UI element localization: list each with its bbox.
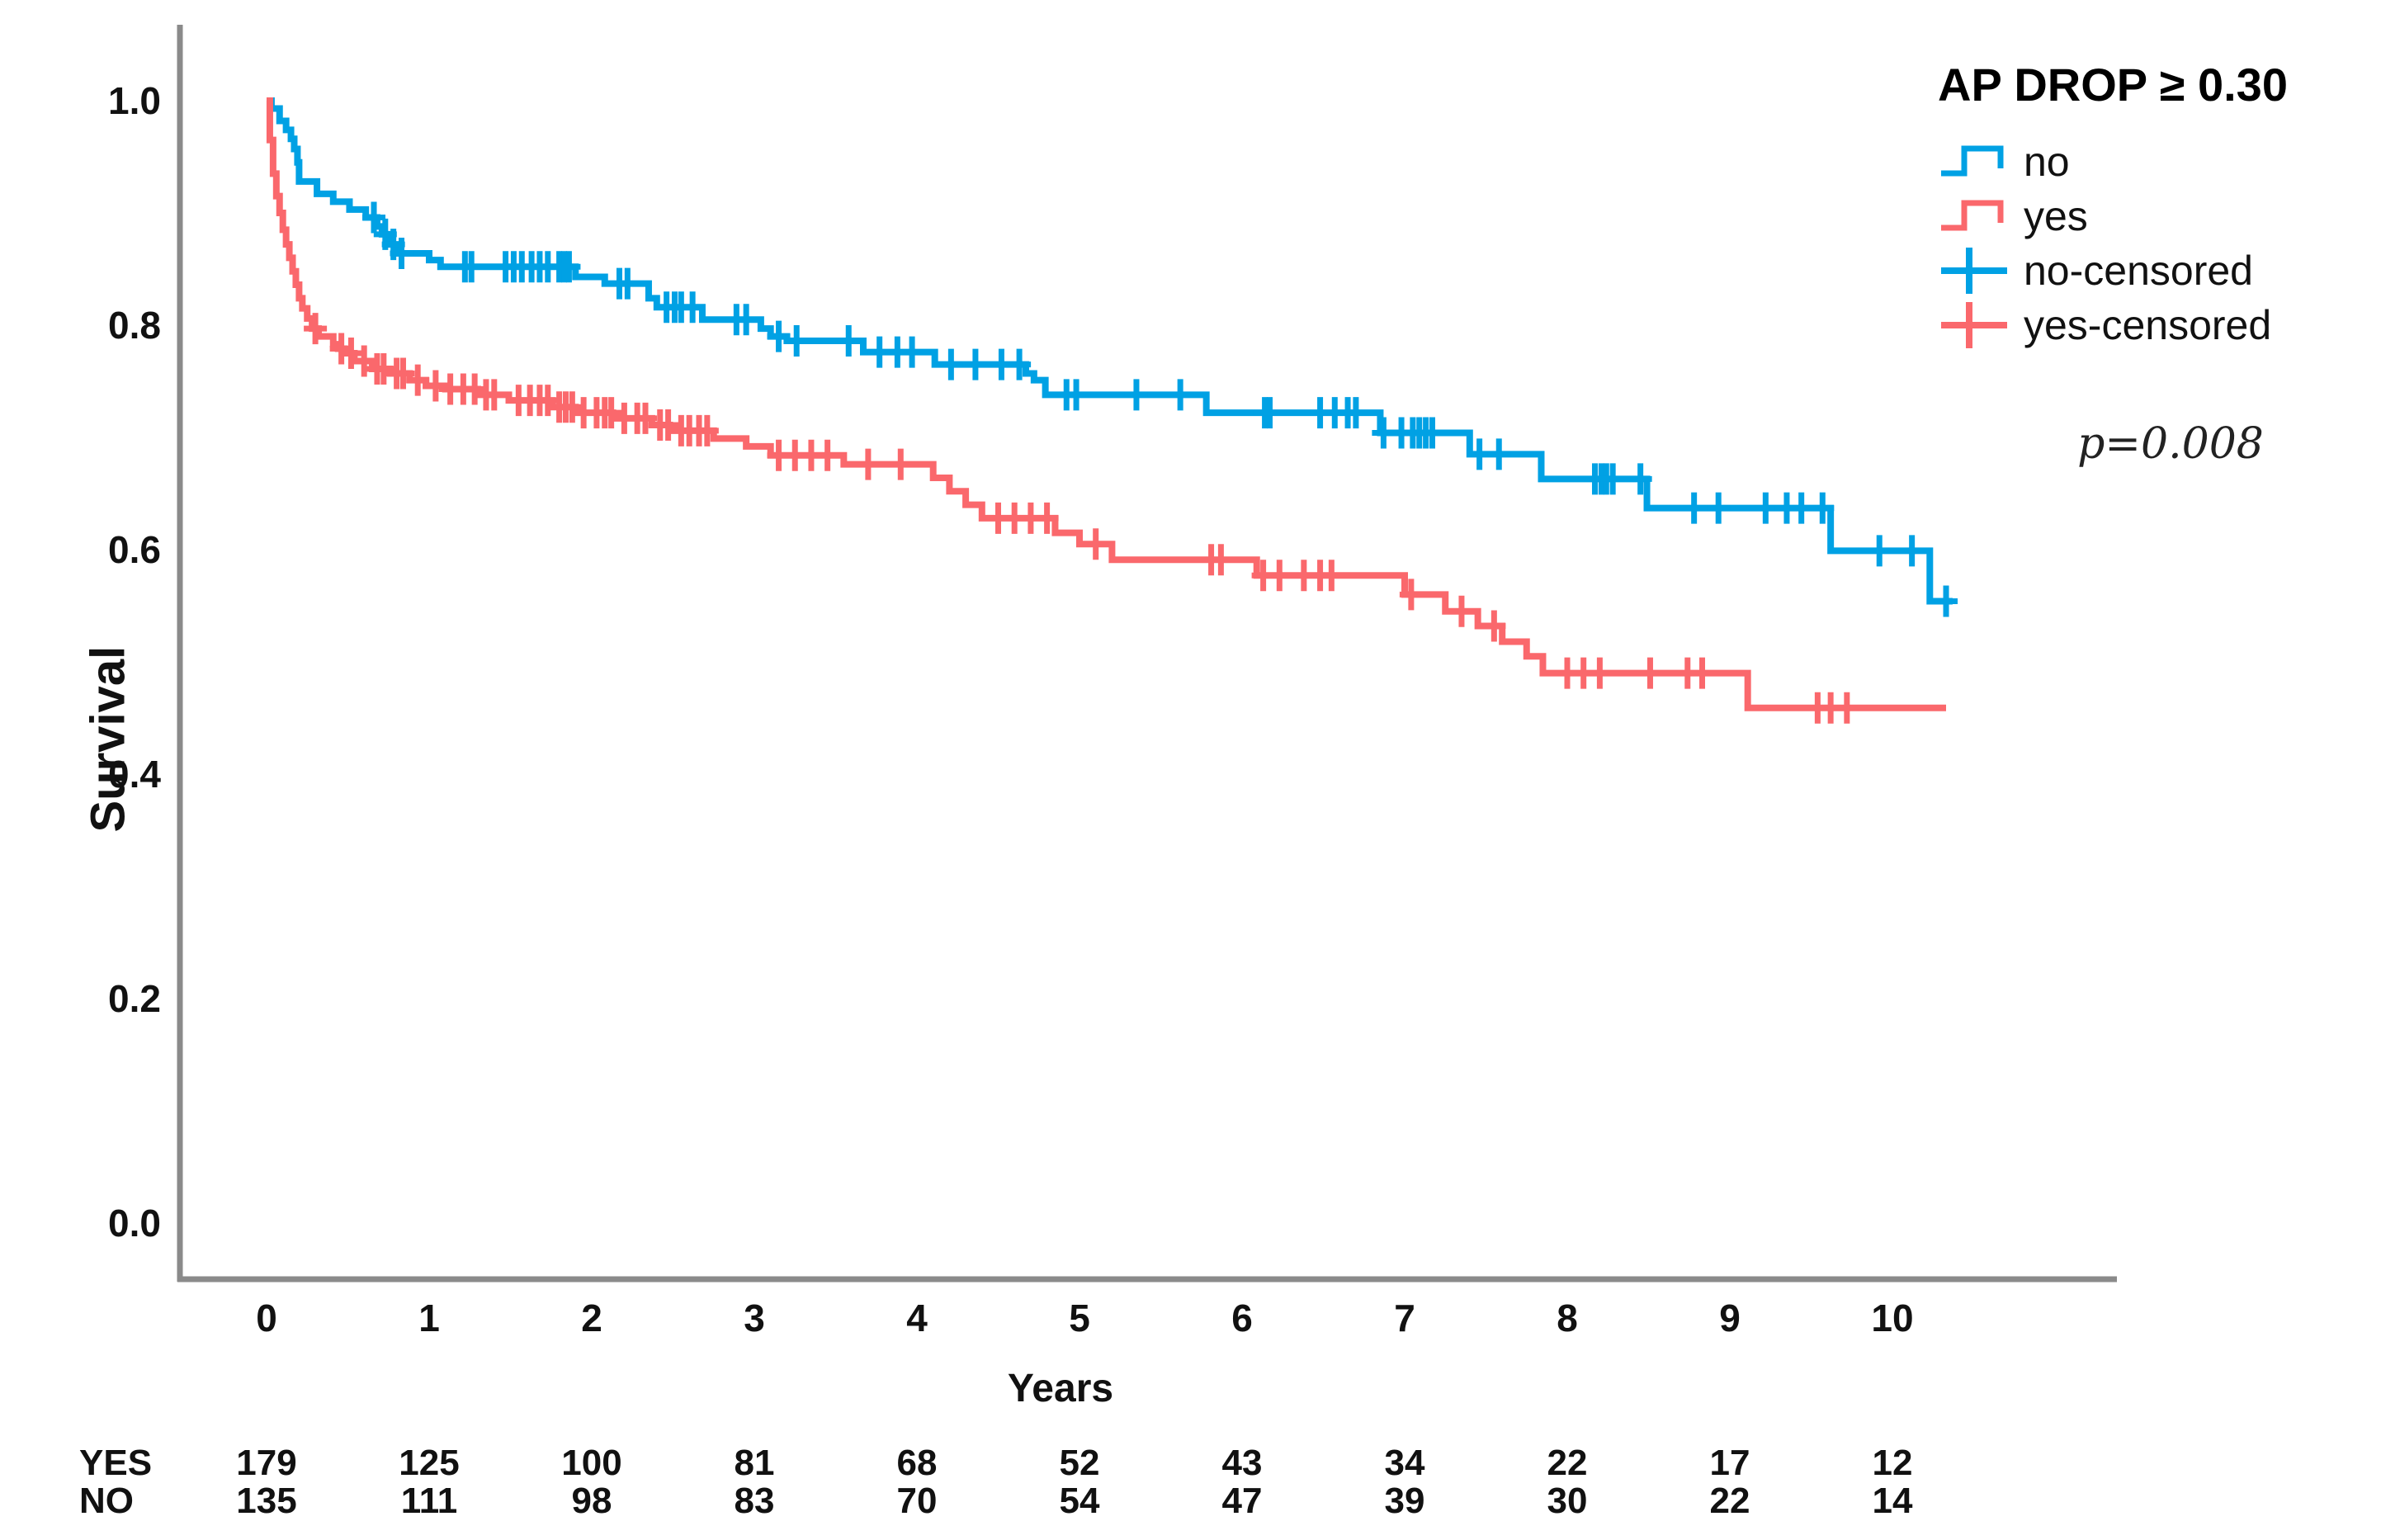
risk-count: 100 <box>561 1443 622 1483</box>
survival-curve-no <box>267 97 1953 605</box>
y-tick-label-1.0: 1.0 <box>108 79 161 122</box>
x-axis-title: Years <box>1007 1367 1114 1410</box>
risk-count: 43 <box>1221 1443 1263 1483</box>
legend-entries: no yes no-censored yes-censored <box>1938 135 2375 352</box>
x-tick-label-8: 8 <box>1557 1297 1578 1339</box>
x-tick-label-5: 5 <box>1069 1297 1090 1339</box>
risk-row-label-YES: YES <box>79 1443 153 1483</box>
x-tick-label-0: 0 <box>256 1297 277 1339</box>
censor-plus-icon <box>1941 302 2007 348</box>
risk-count: 111 <box>400 1481 458 1521</box>
risk-count: 17 <box>1709 1443 1750 1483</box>
legend-entry-label: yes <box>2024 193 2088 239</box>
censor-marks-no <box>362 201 1958 617</box>
y-tick-label-0.4: 0.4 <box>108 753 161 796</box>
risk-count: 179 <box>236 1443 297 1483</box>
risk-count: 54 <box>1059 1481 1100 1521</box>
risk-count: 135 <box>236 1481 297 1521</box>
risk-count: 52 <box>1059 1443 1100 1483</box>
x-tick-label-10: 10 <box>1871 1297 1914 1339</box>
risk-count: 81 <box>734 1443 775 1483</box>
risk-count: 14 <box>1872 1481 1913 1521</box>
x-tick-label-3: 3 <box>744 1297 765 1339</box>
step-line-icon <box>1941 145 2004 177</box>
censor-marks-yes <box>304 313 1859 724</box>
risk-count: 39 <box>1384 1481 1425 1521</box>
censor-plus-icon <box>1941 248 2007 294</box>
legend: AP DROP ≥ 0.30 no yes no-censored yes-censo… <box>1938 58 2375 352</box>
x-tick-label-4: 4 <box>906 1297 928 1339</box>
risk-count: 22 <box>1709 1481 1750 1521</box>
risk-count: 22 <box>1547 1443 1588 1483</box>
risk-count: 98 <box>571 1481 612 1521</box>
step-line-icon <box>1941 145 2004 177</box>
risk-count: 70 <box>896 1481 938 1521</box>
y-tick-label-0.2: 0.2 <box>108 977 161 1020</box>
risk-row-label-NO: NO <box>79 1481 134 1521</box>
legend-entry-yes-censored: yes-censored <box>1938 298 2375 352</box>
p-value-annotation: p=0.008 <box>2077 419 2264 469</box>
y-tick-label-0.0: 0.0 <box>108 1202 161 1245</box>
x-tick-label-9: 9 <box>1719 1297 1741 1339</box>
legend-entry-label: no-censored <box>2024 248 2253 294</box>
risk-count: 12 <box>1872 1443 1913 1483</box>
risk-count: 34 <box>1384 1443 1425 1483</box>
x-tick-label-2: 2 <box>581 1297 602 1339</box>
risk-count: 83 <box>734 1481 775 1521</box>
legend-entry-label: no <box>2024 139 2070 185</box>
legend-entry-no-censored: no-censored <box>1938 243 2375 298</box>
step-line-icon <box>1941 200 2004 231</box>
risk-count: 125 <box>399 1443 460 1483</box>
x-tick-label-1: 1 <box>418 1297 440 1339</box>
risk-count: 68 <box>896 1443 938 1483</box>
y-axis-title: Survival <box>81 645 135 833</box>
y-tick-label-0.6: 0.6 <box>108 528 161 571</box>
legend-entry-label: yes-censored <box>2024 302 2272 348</box>
step-line-icon <box>1941 200 2004 231</box>
x-tick-label-7: 7 <box>1394 1297 1415 1339</box>
legend-entry-no: no <box>1938 135 2375 189</box>
risk-count: 47 <box>1221 1481 1263 1521</box>
x-tick-label-6: 6 <box>1231 1297 1253 1339</box>
y-tick-label-0.8: 0.8 <box>108 304 161 347</box>
legend-title: AP DROP ≥ 0.30 <box>1938 59 2288 111</box>
risk-count: 30 <box>1547 1481 1588 1521</box>
legend-entry-yes: yes <box>1938 189 2375 243</box>
